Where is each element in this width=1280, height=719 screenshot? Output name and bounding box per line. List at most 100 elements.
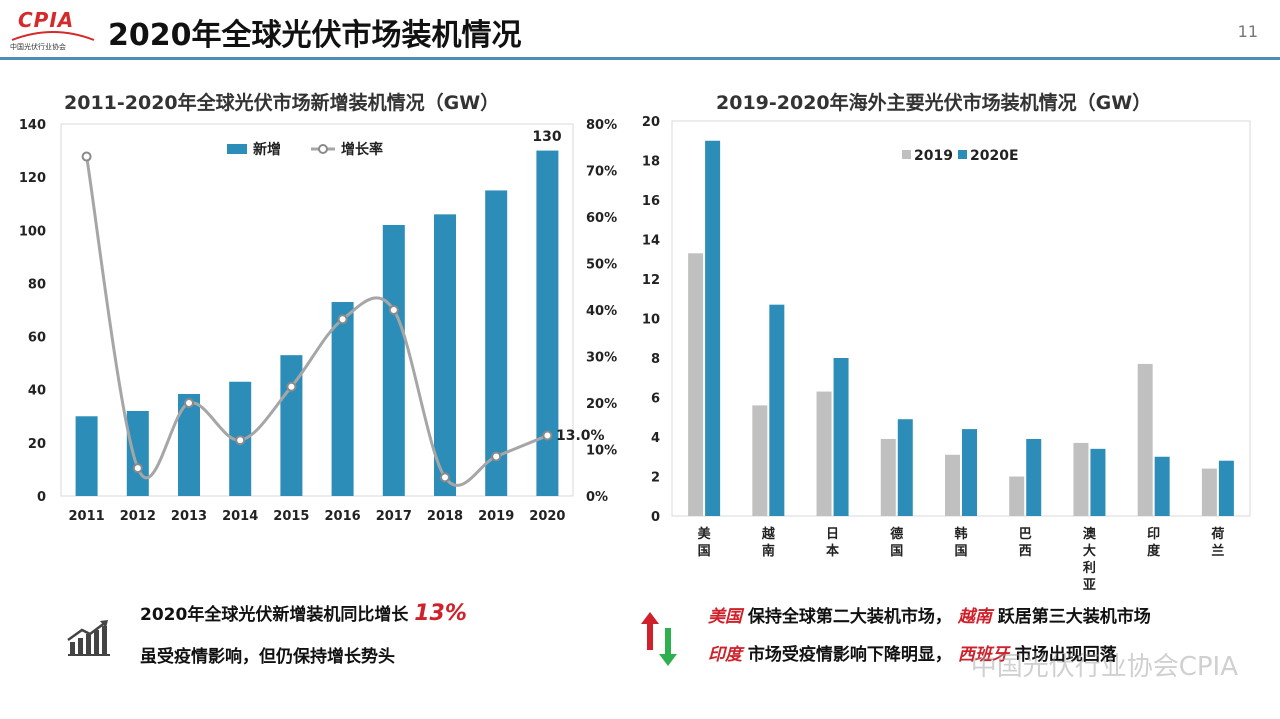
header: CPIA 中国光伏行业协会 2020年全球光伏市场装机情况 11 bbox=[0, 0, 1280, 62]
chart1-ytick-label: 20 bbox=[28, 437, 46, 452]
chart1-growth-line bbox=[85, 156, 548, 487]
chart2-legend-label-2020e: 2020E bbox=[970, 148, 1019, 164]
chart2-bar-2020e bbox=[833, 358, 849, 516]
chart1-y2tick-label: 50% bbox=[586, 258, 617, 273]
summary-right-line2: 印度 市场受疫情影响下降明显， 西班牙 市场出现回落 bbox=[708, 640, 1117, 665]
logo-text: CPIA bbox=[18, 8, 75, 32]
chart1-bar bbox=[536, 150, 559, 497]
chart1-y2tick-label: 20% bbox=[586, 397, 617, 412]
chart2-xtick-label: 印度 bbox=[1147, 527, 1161, 559]
chart1-ytick-label: 120 bbox=[19, 171, 46, 186]
chart1-bar bbox=[434, 214, 456, 496]
chart2-ytick-label: 12 bbox=[642, 273, 660, 288]
chart1-ytick-label: 0 bbox=[37, 490, 46, 505]
summary-left-line2: 虽受疫情影响，但仍保持增长势头 bbox=[140, 647, 395, 667]
chart1-xtick-label: 2017 bbox=[376, 509, 412, 524]
chart2-ytick-label: 14 bbox=[642, 234, 660, 249]
summary-right-hl-spain: 西班牙 bbox=[957, 645, 1009, 665]
chart1-growth-point bbox=[132, 463, 143, 474]
chart2-ytick-label: 20 bbox=[642, 115, 660, 130]
summary-right-text4: 市场出现回落 bbox=[1014, 645, 1117, 665]
chart2-ytick-label: 18 bbox=[642, 155, 660, 170]
chart2-plot-frame bbox=[671, 120, 1251, 517]
summary-right-hl-usa: 美国 bbox=[708, 607, 742, 627]
up-down-arrows-icon bbox=[641, 612, 677, 666]
summary-left-line1: 2020年全球光伏新增装机同比增长 13% bbox=[140, 600, 467, 626]
chart2-xtick-label: 巴西 bbox=[1019, 527, 1032, 559]
chart2-bar-2019 bbox=[752, 405, 768, 516]
chart1-xtick-label: 2018 bbox=[427, 509, 463, 524]
summary-left-text1: 2020年全球光伏新增装机同比增长 bbox=[140, 605, 409, 625]
chart2-bar-2020e bbox=[962, 429, 977, 516]
chart2-xtick-label: 日本 bbox=[826, 527, 839, 559]
chart1-growth-point bbox=[542, 430, 553, 441]
chart2-xtick-label: 越南 bbox=[761, 526, 776, 559]
page-number: 11 bbox=[1237, 22, 1258, 41]
chart2-bar-2020e bbox=[1154, 456, 1170, 516]
chart1-global-installations: 0 20 40 60 80 100 120 140 0% 10% 20% 30% 40% 50% 60% 7… bbox=[19, 118, 617, 524]
chart2-bar-2020e bbox=[705, 140, 721, 516]
chart1-title: 2011-2020年全球光伏市场新增装机情况（GW） bbox=[64, 92, 500, 114]
chart2-ytick-label: 2 bbox=[651, 471, 660, 486]
growth-chart-icon bbox=[67, 620, 110, 656]
chart1-legend-label-bar: 新增 bbox=[253, 141, 281, 158]
chart2-bar-2019 bbox=[688, 253, 704, 516]
chart2-xtick-label: 德国 bbox=[890, 526, 903, 559]
chart1-y2tick-label: 60% bbox=[586, 211, 617, 226]
chart1-y2tick-label: 70% bbox=[586, 165, 617, 180]
chart2-ytick-label: 0 bbox=[651, 510, 660, 525]
chart1-y2tick-label: 30% bbox=[586, 351, 617, 366]
logo-subtext: 中国光伏行业协会 bbox=[10, 43, 66, 51]
chart1-growth-point bbox=[440, 472, 450, 483]
chart2-bar-2019 bbox=[945, 454, 960, 516]
summary-right-text3: 市场受疫情影响下降明显， bbox=[747, 645, 952, 665]
chart1-bar bbox=[178, 393, 200, 496]
summary-right-line1: 美国 保持全球第二大装机市场， 越南 跃居第三大装机市场 bbox=[708, 602, 1151, 627]
summary-right-text1: 保持全球第二大装机市场， bbox=[747, 607, 952, 627]
chart1-ytick-label: 80 bbox=[28, 277, 46, 292]
chart1-xtick-label: 2013 bbox=[171, 509, 207, 524]
chart2-title: 2019-2020年海外主要光伏市场装机情况（GW） bbox=[716, 92, 1152, 114]
chart2-bar-2019 bbox=[1201, 468, 1217, 516]
chart2-bar-2020e bbox=[897, 419, 913, 516]
chart1-xtick-label: 2016 bbox=[325, 509, 361, 524]
summary-left-highlight: 13% bbox=[414, 601, 467, 626]
chart1-bar bbox=[75, 416, 98, 496]
page-title: 2020年全球光伏市场装机情况 bbox=[108, 18, 522, 53]
watermark: 中国光伏行业协会CPIA bbox=[970, 652, 1238, 682]
chart2-ytick-label: 10 bbox=[642, 313, 660, 328]
chart1-legend-marker bbox=[318, 144, 328, 154]
chart1-xtick-label: 2020 bbox=[529, 509, 565, 524]
chart1-bar bbox=[126, 410, 149, 496]
chart1-xtick-label: 2012 bbox=[120, 509, 156, 524]
chart2-bar-2020e bbox=[1090, 448, 1106, 516]
chart2-ytick-label: 16 bbox=[642, 194, 660, 209]
chart1-bar bbox=[485, 190, 508, 496]
chart1-ytick-label: 60 bbox=[28, 331, 46, 346]
chart1-xtick-label: 2015 bbox=[273, 509, 309, 524]
chart1-growth-point bbox=[337, 314, 348, 325]
summary-right-hl-india: 印度 bbox=[708, 645, 742, 665]
chart2-ytick-label: 6 bbox=[651, 392, 660, 407]
chart1-y2tick-label: 40% bbox=[586, 304, 617, 319]
chart2-ytick-label: 8 bbox=[651, 352, 660, 367]
chart2-overseas-markets: 0 2 4 6 8 10 12 14 16 18 20 美国 越南 日本 德国 韩国 巴西 澳大利亚 印度 荷兰 2… bbox=[642, 115, 1251, 593]
chart2-bar-2019 bbox=[1073, 442, 1089, 516]
chart1-rate-label-2020: 13.0% bbox=[556, 428, 605, 444]
chart1-xtick-label: 2014 bbox=[222, 509, 258, 524]
chart1-plot-frame bbox=[60, 123, 574, 497]
chart2-xtick-label: 澳大利亚 bbox=[1083, 526, 1097, 593]
summary-right-text2: 跃居第三大装机市场 bbox=[997, 607, 1151, 627]
chart1-data-label-2020: 130 bbox=[532, 129, 561, 145]
chart2-legend-swatch-2020e bbox=[958, 150, 967, 159]
chart1-bar bbox=[331, 302, 354, 496]
chart2-ytick-label: 4 bbox=[651, 431, 660, 446]
chart1-y2tick-label: 0% bbox=[586, 490, 608, 505]
chart2-bar-2019 bbox=[816, 391, 832, 516]
chart2-xtick-label: 荷兰 bbox=[1210, 526, 1224, 559]
chart1-y2tick-label: 80% bbox=[586, 118, 617, 133]
summary-right-hl-vietnam: 越南 bbox=[957, 607, 992, 627]
cpia-logo: CPIA 中国光伏行业协会 bbox=[8, 6, 98, 54]
chart1-y2tick-label: 10% bbox=[586, 444, 617, 459]
chart2-bar-2019 bbox=[1137, 363, 1153, 516]
